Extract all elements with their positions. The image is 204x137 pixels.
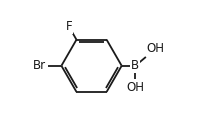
Text: B: B [131, 59, 139, 72]
Text: F: F [65, 20, 72, 33]
Text: OH: OH [126, 81, 144, 94]
Text: Br: Br [32, 59, 45, 72]
Text: OH: OH [146, 42, 164, 55]
